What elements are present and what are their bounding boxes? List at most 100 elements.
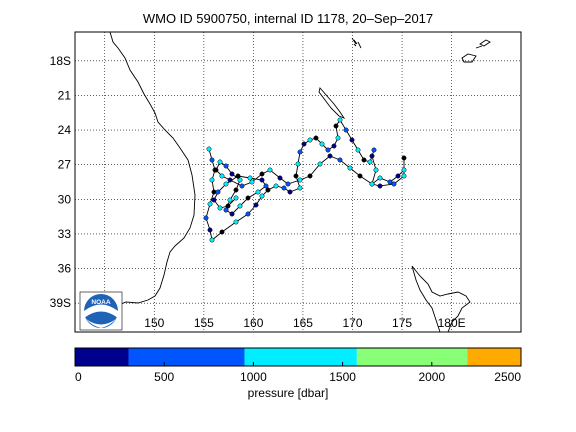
profile-point [207, 227, 213, 233]
profile-point [377, 175, 383, 181]
profile-point [355, 147, 361, 153]
new-zealand-coastline [411, 265, 471, 332]
lat-tick-label: 30 [58, 192, 72, 206]
lon-tick-label: 170 [342, 316, 362, 330]
profile-point [259, 177, 265, 183]
axis-labels: 145E150155160165170175180E18S21242730333… [50, 54, 466, 330]
lon-tick-label: 180E [438, 316, 466, 330]
profile-point [391, 181, 397, 187]
lon-tick-label: 155 [194, 316, 214, 330]
map-grid [75, 32, 521, 332]
profile-point [227, 197, 233, 203]
colorbar-frame [74, 347, 522, 367]
profile-point [317, 161, 323, 167]
profile-point [387, 179, 393, 185]
profile-point [349, 137, 355, 143]
profile-point [239, 183, 245, 189]
profile-point [361, 157, 367, 163]
profile-point [285, 181, 291, 187]
profile-point [281, 185, 287, 191]
profile-point [219, 173, 225, 179]
colorbar-tick-label: 500 [154, 370, 174, 384]
profile-point [267, 167, 273, 173]
colorbar-label: pressure [dbar] [247, 386, 329, 400]
profile-point [369, 153, 375, 159]
lon-tick-label: 175 [392, 316, 412, 330]
profile-point [233, 219, 239, 225]
profile-point [297, 185, 303, 191]
profile-point [235, 173, 241, 179]
profile-point [263, 183, 269, 189]
profile-point [225, 203, 231, 209]
profile-point [237, 177, 243, 183]
profile-point [245, 195, 251, 201]
profile-point [277, 175, 283, 181]
profile-point [249, 179, 255, 185]
profile-point [295, 161, 301, 167]
profile-point [259, 193, 265, 199]
vanuatu-islands [351, 37, 362, 49]
profile-point [373, 167, 379, 173]
profile-point [227, 177, 233, 183]
profile-point [209, 157, 215, 163]
new-caledonia-coastline [318, 87, 346, 119]
colorbar-tick-label: 1500 [329, 370, 356, 384]
profile-point [401, 173, 407, 179]
profile-point [369, 181, 375, 187]
lat-tick-label: 24 [58, 123, 72, 137]
profile-point [219, 229, 225, 235]
profile-point [297, 149, 303, 155]
profile-point [401, 155, 407, 161]
profile-point [209, 177, 215, 183]
profile-point [253, 202, 259, 208]
colorbar-bin [75, 348, 129, 366]
colorbar-bin [244, 348, 357, 366]
profile-point [367, 159, 373, 165]
profile-point [343, 127, 349, 133]
profile-point [223, 181, 229, 187]
profile-point [207, 201, 213, 207]
profile-point [335, 135, 341, 141]
profile-point [217, 159, 223, 165]
profile-point [211, 197, 217, 203]
profile-point [233, 195, 239, 201]
profile-point [313, 135, 319, 141]
lat-tick-label: 39S [50, 296, 71, 310]
profile-point [287, 189, 293, 195]
colorbar-tick-label: 0 [75, 370, 82, 384]
profile-point [223, 163, 229, 169]
profile-point [327, 153, 333, 159]
australia-coastline [109, 32, 196, 305]
profile-point [215, 189, 221, 195]
profile-point [245, 211, 251, 217]
profile-point [325, 147, 331, 153]
profile-point [229, 211, 235, 217]
profile-point [307, 137, 313, 143]
profile-point [377, 183, 383, 189]
profile-point [293, 173, 299, 179]
profile-point [209, 237, 215, 243]
profile-point [206, 146, 212, 152]
lon-tick-label: 150 [144, 316, 164, 330]
profile-point [213, 167, 219, 173]
profile-point [203, 215, 209, 221]
colorbar-tick-label: 1000 [240, 370, 267, 384]
pressure-colorbar: 0 500 1000 1500 2000 2500 [74, 347, 522, 384]
profile-point [259, 171, 265, 177]
profile-point [247, 175, 253, 181]
lat-tick-label: 21 [58, 88, 72, 102]
profile-point [233, 187, 239, 193]
profile-point [307, 173, 313, 179]
lat-tick-label: 18S [50, 54, 71, 68]
profile-point [223, 207, 229, 213]
colorbar-tick-label: 2000 [418, 370, 445, 384]
profile-point [297, 177, 303, 183]
profile-point [331, 143, 337, 149]
colorbar-bin [128, 348, 245, 366]
lat-tick-label: 27 [58, 158, 72, 172]
profile-point [255, 189, 261, 195]
colorbar-bin [467, 348, 521, 366]
profile-point [337, 117, 343, 123]
profile-point [357, 173, 363, 179]
